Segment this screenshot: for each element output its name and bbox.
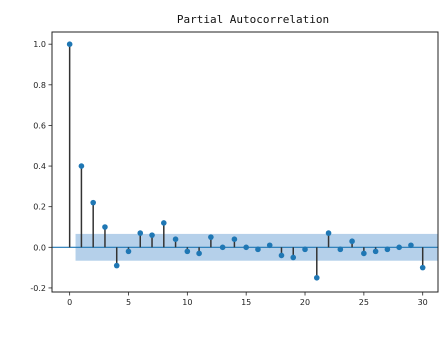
marker-lag-29: [408, 242, 414, 249]
y-tick-label: -0.2: [30, 284, 46, 293]
marker-lag-16: [255, 246, 261, 253]
marker-lag-20: [302, 246, 308, 253]
marker-lag-10: [184, 248, 191, 255]
marker-lag-0: [66, 41, 73, 47]
y-tick-label: 0.0: [33, 243, 46, 252]
plot-frame: [51, 31, 439, 293]
chart-title: Partial Autocorrelation: [177, 13, 329, 26]
x-tick-label: 10: [182, 298, 192, 307]
marker-lag-30: [419, 264, 426, 271]
y-tick-label: 0.4: [33, 162, 46, 171]
marker-lag-24: [349, 238, 355, 245]
x-axis-ticks: 0 5 10 15 20 25 30: [67, 292, 428, 307]
marker-lag-3: [102, 224, 108, 230]
marker-lag-9: [172, 236, 179, 242]
marker-lag-25: [361, 250, 367, 257]
y-tick-label: 1.0: [33, 40, 46, 49]
x-tick-label: 0: [67, 298, 72, 307]
marker-lag-23: [337, 246, 344, 253]
x-tick-label: 20: [300, 298, 310, 307]
marker-layer: [66, 41, 426, 281]
plot-frame-layer: [51, 31, 439, 293]
y-tick-label: 0.6: [33, 121, 46, 130]
marker-lag-28: [396, 244, 402, 251]
marker-lag-13: [219, 244, 226, 251]
marker-lag-7: [149, 232, 155, 238]
marker-lag-15: [243, 244, 249, 251]
marker-lag-18: [278, 252, 285, 259]
x-tick-label: 30: [418, 298, 428, 307]
y-tick-label: 0.8: [33, 81, 46, 90]
marker-lag-21: [313, 274, 320, 281]
marker-lag-22: [325, 230, 332, 236]
y-tick-label: 0.2: [33, 203, 46, 212]
marker-lag-1: [78, 163, 85, 169]
marker-lag-17: [266, 242, 273, 249]
marker-lag-5: [125, 248, 132, 255]
marker-lag-19: [290, 254, 297, 261]
marker-lag-12: [208, 234, 214, 240]
marker-lag-14: [231, 236, 238, 242]
x-tick-label: 5: [126, 298, 131, 307]
x-tick-label: 15: [241, 298, 251, 307]
marker-lag-8: [160, 220, 167, 226]
marker-lag-2: [90, 199, 96, 206]
marker-lag-6: [137, 230, 144, 236]
y-axis-ticks: -0.2 0.0 0.2 0.4 0.6 0.8 1.0: [30, 40, 52, 293]
marker-lag-26: [372, 248, 379, 255]
marker-lag-27: [384, 246, 391, 253]
marker-lag-11: [196, 250, 202, 257]
marker-lag-4: [113, 262, 120, 269]
x-tick-label: 25: [359, 298, 369, 307]
